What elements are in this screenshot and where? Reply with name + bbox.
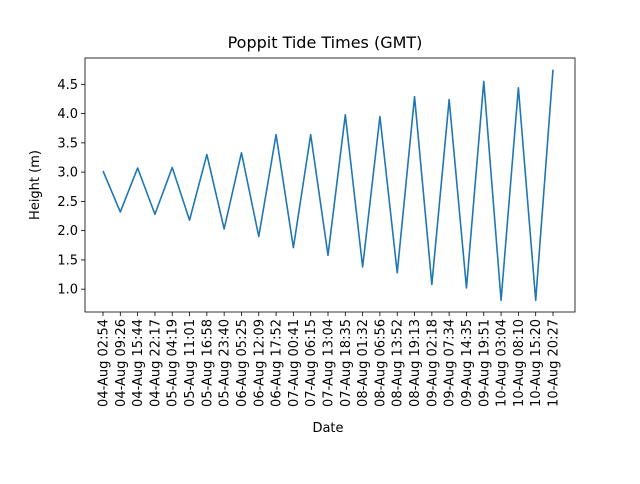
x-tick-label: 05-Aug 23:40 bbox=[218, 319, 233, 407]
y-tick-label: 2.5 bbox=[57, 195, 78, 210]
x-tick-label: 10-Aug 15:20 bbox=[529, 319, 544, 407]
x-tick-label: 05-Aug 16:58 bbox=[200, 319, 215, 407]
y-tick-label: 3.5 bbox=[57, 136, 78, 151]
y-tick-label: 4.0 bbox=[57, 107, 78, 122]
y-tick-label: 2.0 bbox=[57, 224, 78, 239]
x-axis-label: Date bbox=[312, 421, 343, 436]
y-axis-label: Height (m) bbox=[28, 150, 43, 220]
x-tick-label: 08-Aug 13:52 bbox=[391, 319, 406, 407]
x-tick-label: 04-Aug 09:26 bbox=[114, 319, 129, 407]
x-tick-label: 09-Aug 02:18 bbox=[425, 319, 440, 407]
x-tick-label: 09-Aug 14:35 bbox=[460, 319, 475, 407]
y-tick-label: 1.5 bbox=[57, 253, 78, 268]
x-axis-ticks: 04-Aug 02:54 04-Aug 09:26 04-Aug 15:44 04-A… bbox=[97, 312, 562, 407]
y-tick-label: 1.0 bbox=[57, 283, 78, 298]
y-tick-label: 4.5 bbox=[57, 78, 78, 93]
x-tick-label: 07-Aug 06:15 bbox=[304, 319, 319, 407]
x-tick-label: 08-Aug 19:13 bbox=[408, 319, 423, 407]
x-tick-label: 04-Aug 22:17 bbox=[148, 319, 163, 407]
series-line bbox=[102, 69, 554, 302]
x-tick-label: 09-Aug 07:34 bbox=[443, 319, 458, 407]
x-tick-label: 08-Aug 01:32 bbox=[356, 319, 371, 407]
chart-title: Poppit Tide Times (GMT) bbox=[228, 33, 423, 52]
x-tick-label: 06-Aug 17:52 bbox=[270, 319, 285, 407]
x-tick-label: 08-Aug 06:56 bbox=[373, 319, 388, 407]
x-tick-label: 10-Aug 20:27 bbox=[547, 319, 562, 407]
x-tick-label: 05-Aug 11:01 bbox=[183, 319, 198, 407]
x-tick-label: 04-Aug 15:44 bbox=[131, 319, 146, 407]
x-tick-label: 06-Aug 12:09 bbox=[252, 319, 267, 407]
x-tick-label: 09-Aug 19:51 bbox=[477, 319, 492, 407]
x-tick-label: 10-Aug 03:04 bbox=[495, 319, 510, 407]
x-tick-label: 07-Aug 18:35 bbox=[339, 319, 354, 407]
y-tick-label: 3.0 bbox=[57, 166, 78, 181]
x-tick-label: 10-Aug 08:10 bbox=[512, 319, 527, 407]
x-tick-label: 04-Aug 02:54 bbox=[97, 319, 112, 407]
x-tick-label: 07-Aug 00:41 bbox=[287, 319, 302, 407]
x-tick-label: 07-Aug 13:04 bbox=[322, 319, 337, 407]
x-tick-label: 06-Aug 05:25 bbox=[235, 319, 250, 407]
x-tick-label: 05-Aug 04:19 bbox=[166, 319, 181, 407]
plot-frame bbox=[84, 57, 576, 313]
y-axis-ticks: 1.0 1.5 2.0 2.5 3.0 3.5 4.0 4.5 bbox=[57, 78, 85, 298]
